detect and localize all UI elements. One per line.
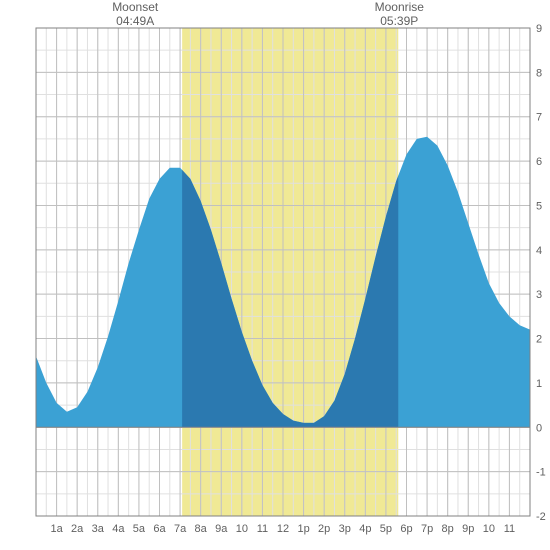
tide-chart: -2-101234567891a2a3a4a5a6a7a8a9a1011121p… [0,0,550,550]
svg-text:3a: 3a [92,523,105,535]
svg-text:1: 1 [536,378,542,390]
svg-text:1a: 1a [50,523,63,535]
svg-text:7a: 7a [174,523,187,535]
svg-text:2p: 2p [318,523,330,535]
svg-text:8p: 8p [442,523,454,535]
svg-text:10: 10 [236,523,248,535]
svg-text:7: 7 [536,112,542,124]
svg-text:3: 3 [536,289,542,301]
moonset-label: Moonset [95,0,175,14]
moonrise-annotation: Moonrise 05:39P [359,0,439,29]
svg-text:11: 11 [504,523,515,535]
moonrise-time: 05:39P [359,14,439,28]
svg-text:4a: 4a [112,523,125,535]
svg-text:12: 12 [277,523,289,535]
svg-text:9: 9 [536,23,542,35]
moonset-annotation: Moonset 04:49A [95,0,175,29]
svg-text:-1: -1 [536,467,546,479]
svg-text:11: 11 [257,523,268,535]
svg-text:3p: 3p [339,523,351,535]
svg-text:5a: 5a [133,523,146,535]
svg-text:5p: 5p [380,523,392,535]
svg-text:6a: 6a [153,523,166,535]
moonset-time: 04:49A [95,14,175,28]
svg-text:5: 5 [536,200,542,212]
chart-svg: -2-101234567891a2a3a4a5a6a7a8a9a1011121p… [0,0,550,550]
svg-text:8: 8 [536,67,542,79]
svg-text:0: 0 [536,422,542,434]
svg-text:10: 10 [483,523,495,535]
moonrise-label: Moonrise [359,0,439,14]
svg-text:8a: 8a [195,523,208,535]
svg-text:1p: 1p [297,523,309,535]
svg-text:2: 2 [536,334,542,346]
svg-text:2a: 2a [71,523,84,535]
svg-text:-2: -2 [536,511,546,523]
svg-text:6p: 6p [400,523,412,535]
svg-text:9p: 9p [462,523,474,535]
svg-text:9a: 9a [215,523,228,535]
svg-text:4: 4 [536,245,542,257]
svg-text:4p: 4p [359,523,371,535]
svg-text:7p: 7p [421,523,433,535]
svg-text:6: 6 [536,156,542,168]
